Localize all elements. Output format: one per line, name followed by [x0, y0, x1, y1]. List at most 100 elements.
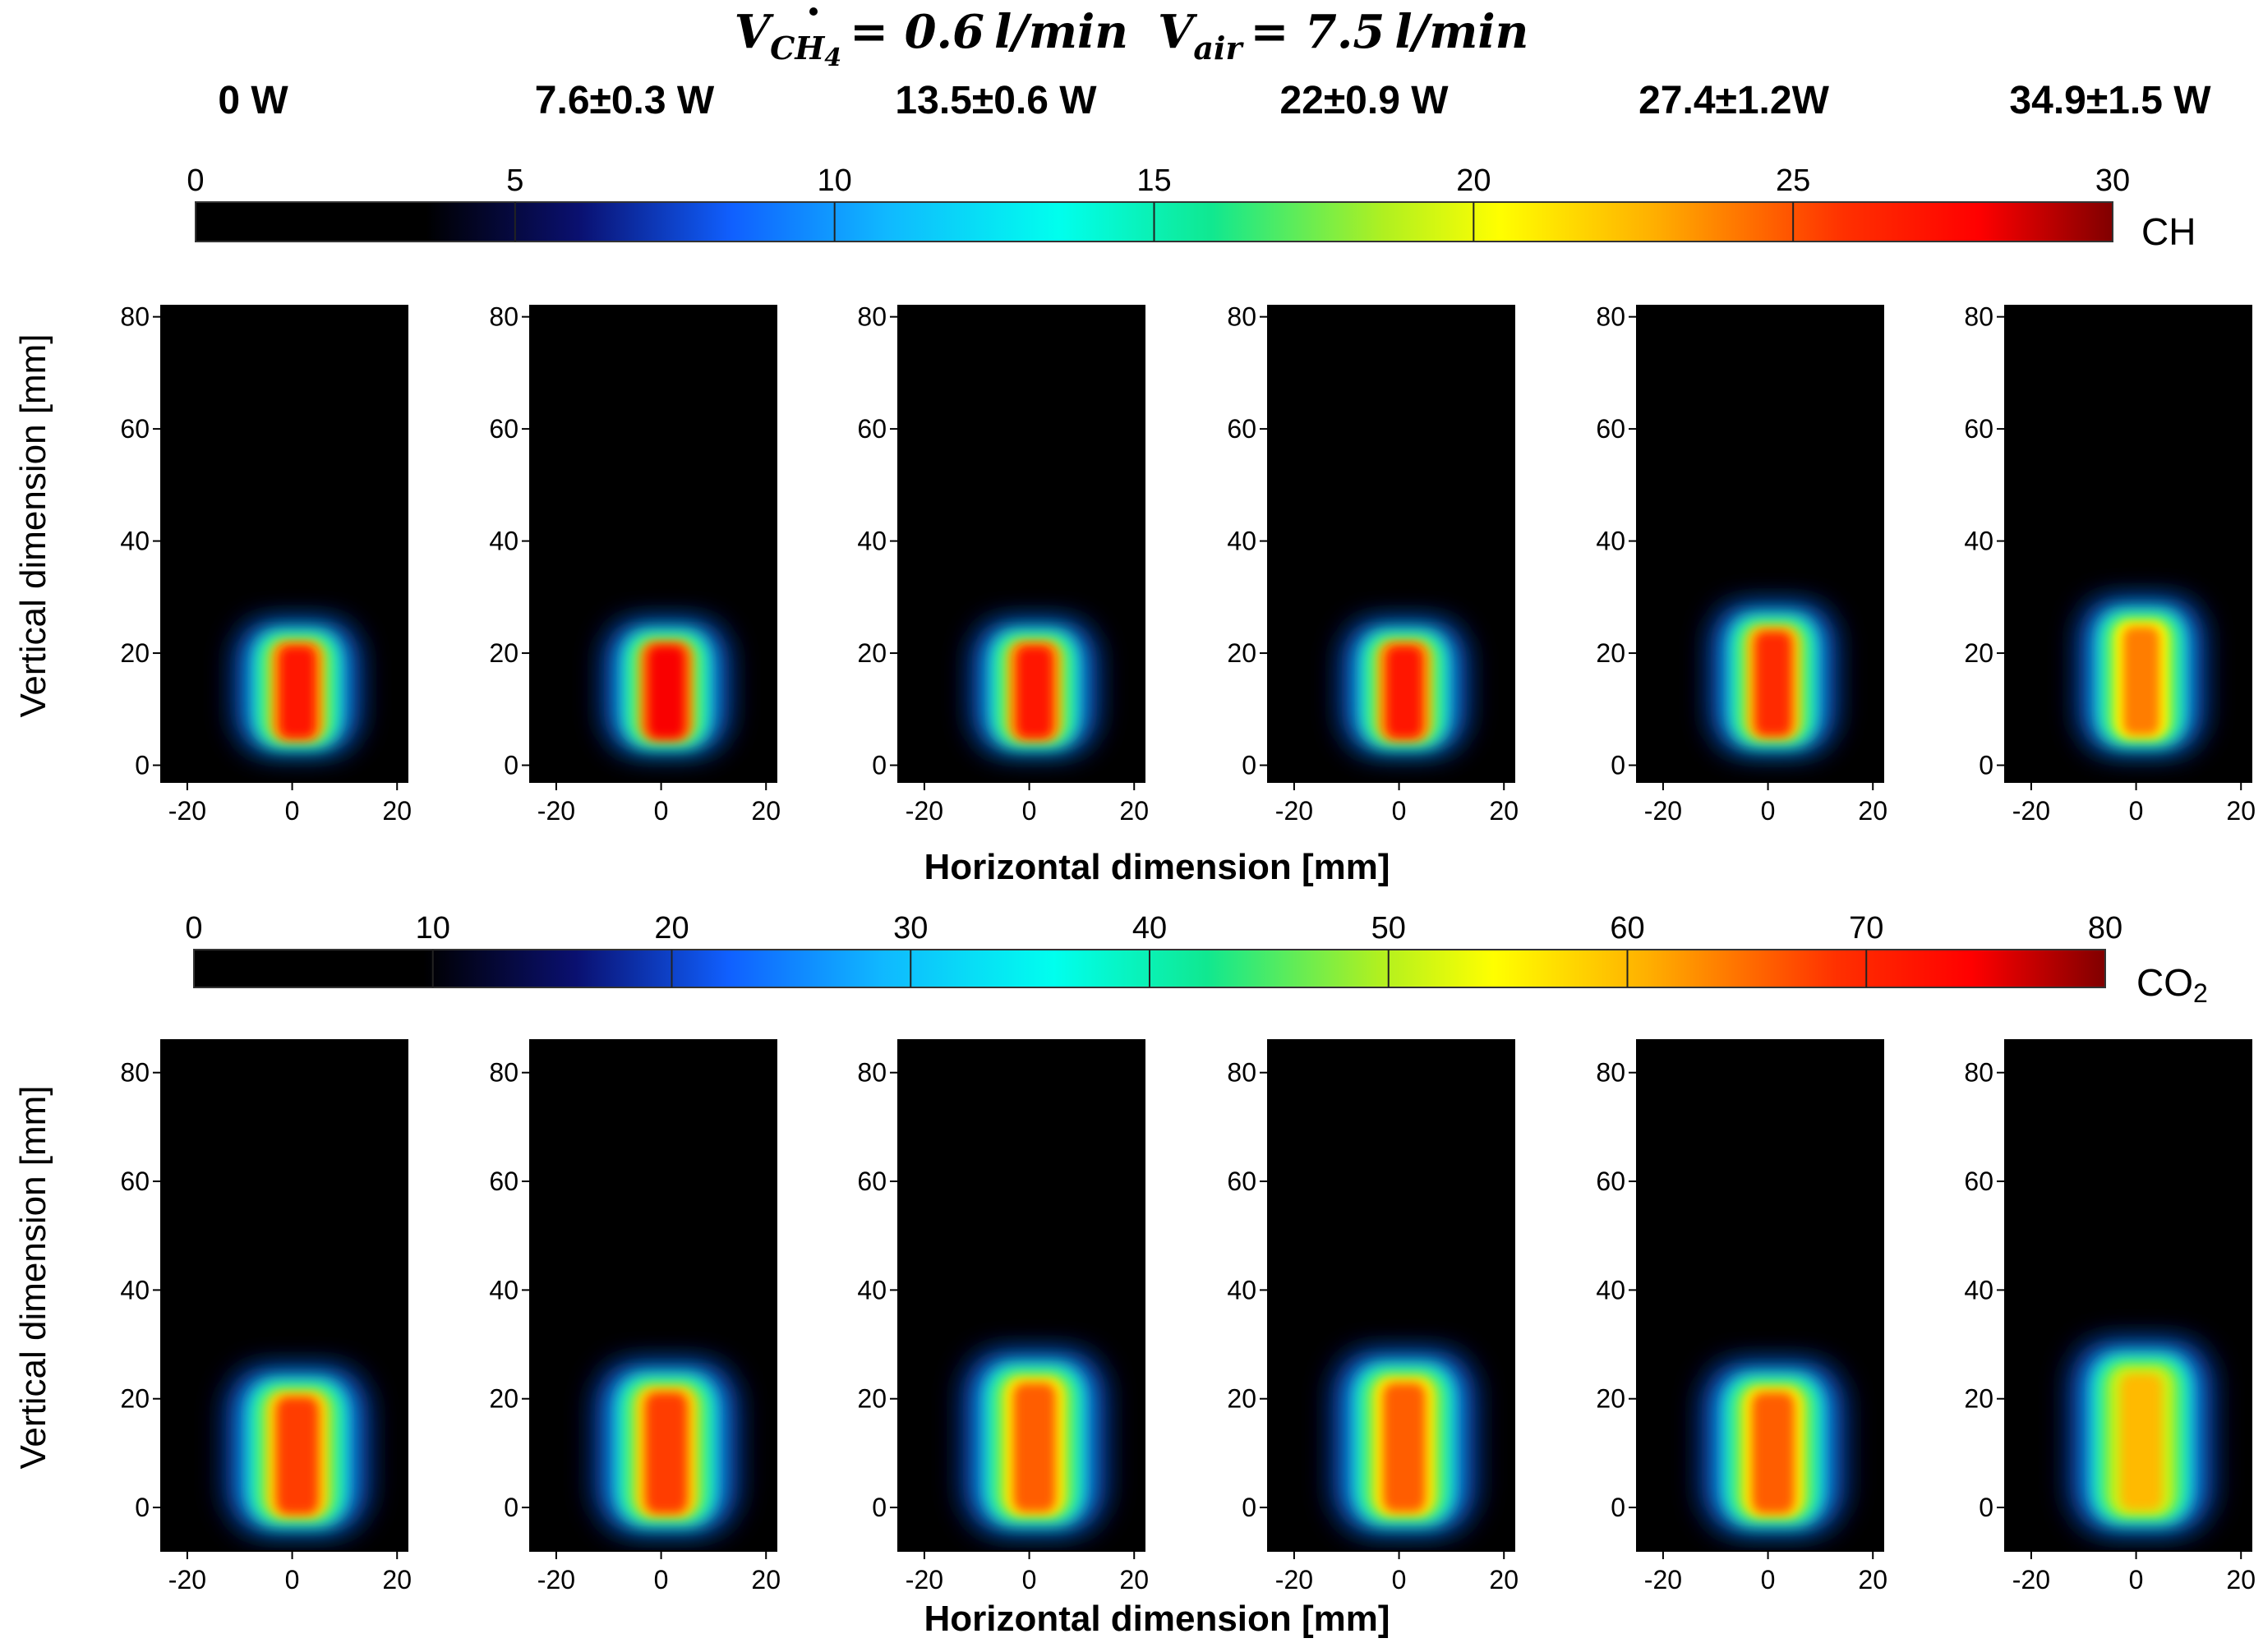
intensity-layer-5: [2120, 1374, 2163, 1511]
panel-co2-1: 0 20 40 60 80 -20 0 20: [489, 1039, 781, 1594]
x-tick-label: 0: [654, 796, 669, 826]
panel-ch-4: 0 20 40 60 80 -20 0 20: [1596, 302, 1887, 826]
panel-co2-0: 0 20 40 60 80 -20 0 20: [120, 1039, 412, 1594]
y-tick-label: 40: [489, 527, 519, 556]
y-tick-label: 0: [1242, 1493, 1256, 1522]
colorbar-co2-ticks-ticklabel-3: 30: [893, 911, 928, 946]
intensity-field: [1342, 621, 1467, 751]
y-tick-label: 0: [1979, 1493, 1993, 1522]
panel-frame: [1636, 305, 1884, 783]
power-label-4: 27.4±1.2W: [1638, 79, 1829, 122]
power-labels: 0 W 7.6±0.3 W 13.5±0.6 W 22±0.9 W 27.4±1.2W 3…: [218, 79, 2211, 122]
power-label-1: 7.6±0.3 W: [535, 79, 715, 122]
intensity-field: [595, 1362, 738, 1531]
panel-ch-0: 0 20 40 60 80 -20 0 20: [120, 302, 412, 826]
y-tick-label: 0: [1611, 751, 1625, 780]
intensity-layer-5: [2122, 626, 2160, 735]
y-tick-label: 40: [1964, 527, 1993, 556]
colorbar-ch-ticks-ticklabel-5: 25: [1776, 163, 1810, 198]
intensity-layer-5: [279, 646, 316, 739]
x-tick-label: 20: [2226, 1565, 2256, 1594]
power-label-2: 13.5±0.6 W: [895, 79, 1097, 122]
colorbar-co2-ticks-ticklabel-2: 20: [654, 911, 689, 946]
intensity-field: [1702, 1362, 1845, 1531]
y-tick-label: 20: [120, 1384, 150, 1414]
panel-frame: [2004, 305, 2252, 783]
colorbar-co2-ticks: 0 10 20 30 40 50 60 70 80: [185, 911, 2122, 987]
intensity-layer-5: [1385, 646, 1423, 739]
colorbar-ch-species: CH: [2141, 210, 2196, 253]
colorbar-co2-ticks-ticklabel-1: 10: [416, 911, 450, 946]
y-tick-label: 60: [1227, 414, 1256, 444]
y-tick-label: 20: [1596, 638, 1625, 668]
colorbar-ch-ticks-ticklabel-2: 10: [818, 163, 852, 198]
panel-co2-5: 0 20 40 60 80 -20 0 20: [1964, 1039, 2256, 1594]
panel-frame: [897, 1039, 1145, 1552]
intensity-layer-5: [648, 646, 685, 739]
y-tick-label: 0: [135, 751, 150, 780]
title-dot-1: [809, 7, 818, 16]
y-tick-label: 20: [1227, 1384, 1256, 1414]
title-v-air-value: = 7.5: [1251, 5, 1385, 59]
y-tick-label: 80: [857, 302, 887, 332]
panel-frame: [529, 305, 777, 783]
panel-frame: [1636, 1039, 1884, 1552]
x-tick-label: 0: [1761, 796, 1776, 826]
x-tick-label: 20: [1858, 796, 1887, 826]
y-tick-label: 40: [489, 1275, 519, 1305]
intensity-field: [1333, 1351, 1476, 1531]
title-v-ch4-subscript-digit: 4: [824, 44, 841, 72]
x-tick-label: -20: [537, 1565, 575, 1594]
x-tick-label: 0: [285, 796, 300, 826]
colorbar-ch-ticks-ticklabel-4: 20: [1456, 163, 1491, 198]
y-tick-label: 20: [489, 1384, 519, 1414]
colorbar-ch-ticks-ticklabel-0: 0: [187, 163, 204, 198]
colorbar-co2-ticks-ticklabel-0: 0: [185, 911, 202, 946]
y-tick-label: 80: [1596, 302, 1625, 332]
y-tick-label: 60: [1227, 1167, 1256, 1196]
colorbar-co2-ticks-ticklabel-6: 60: [1610, 911, 1644, 946]
x-tick-label: 20: [1858, 1565, 1887, 1594]
panel-ch-5: 0 20 40 60 80 -20 0 20: [1964, 302, 2256, 826]
y-tick-label: 40: [1964, 1275, 1993, 1305]
y-tick-label: 60: [857, 1167, 887, 1196]
intensity-layer-5: [1383, 1383, 1426, 1512]
x-tick-label: -20: [1644, 1565, 1682, 1594]
x-tick-label: 0: [1392, 1565, 1407, 1594]
y-tick-label: 20: [489, 638, 519, 668]
panel-frame: [160, 1039, 408, 1552]
y-tick-label: 80: [120, 302, 150, 332]
panel-co2-3: 0 20 40 60 80 -20 0 20: [1227, 1039, 1519, 1594]
x-tick-label: 20: [382, 796, 412, 826]
y-tick-label: 60: [1596, 1167, 1625, 1196]
intensity-layer-5: [276, 1397, 319, 1515]
y-tick-label: 20: [1227, 638, 1256, 668]
intensity-layer-5: [1016, 646, 1053, 739]
intensity-field: [2079, 599, 2204, 751]
intensity-layer-5: [1752, 1392, 1795, 1514]
y-tick-label: 40: [120, 527, 150, 556]
x-tick-label: 20: [751, 796, 781, 826]
intensity-field: [604, 621, 729, 751]
y-tick-label: 20: [1964, 638, 1993, 668]
title-v-air-subscript: air: [1193, 30, 1244, 67]
intensity-field: [235, 621, 360, 751]
ylabel-top: Vertical dimension [mm]: [13, 334, 53, 717]
title-v-air-symbol: V: [1158, 5, 1198, 59]
y-tick-label: 0: [1242, 751, 1256, 780]
x-tick-label: 20: [382, 1565, 412, 1594]
x-tick-label: 20: [1489, 1565, 1519, 1594]
intensity-layer-5: [1754, 631, 1792, 736]
x-tick-label: 20: [1119, 796, 1149, 826]
xlabel-bottom: Horizontal dimension [mm]: [924, 1599, 1390, 1639]
panel-co2-2: 0 20 40 60 80 -20 0 20: [857, 1039, 1149, 1594]
colorbar-co2-ticks-ticklabel-7: 70: [1849, 911, 1883, 946]
x-tick-label: -20: [537, 796, 575, 826]
title-v-air-unit: l/min: [1394, 5, 1528, 59]
colorbar-ch-ticks-ticklabel-1: 5: [506, 163, 523, 198]
intensity-layer-5: [645, 1392, 688, 1514]
y-tick-label: 60: [489, 414, 519, 444]
x-tick-label: 20: [1119, 1565, 1149, 1594]
